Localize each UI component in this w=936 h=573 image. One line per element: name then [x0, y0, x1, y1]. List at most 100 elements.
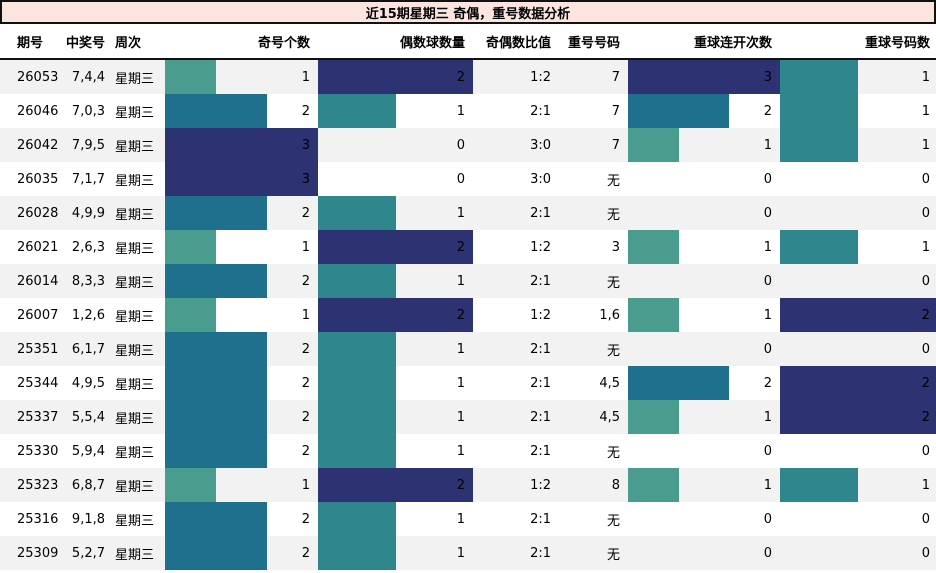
repeat-count-cell-bar: [780, 366, 936, 400]
repeat-count-cell-bar: [780, 60, 858, 94]
repeat-count-cell: 0: [780, 332, 936, 366]
col-header-repeat-numbers: 重号号码: [567, 35, 620, 51]
repeat-streak-cell-value: 1: [763, 409, 772, 425]
winning-numbers-cell: 7,9,5: [71, 137, 105, 153]
weekday-cell: 星期三: [115, 343, 155, 359]
weekday-cell: 星期三: [115, 275, 155, 291]
odd-count-cell-bar: [165, 60, 216, 94]
repeat-streak-cell: 0: [628, 162, 780, 196]
repeat-numbers-cell: 无: [606, 513, 620, 529]
even-count-cell: 2: [318, 468, 473, 502]
even-count-cell-bar: [318, 400, 396, 434]
repeat-count-cell: 2: [780, 298, 936, 332]
even-count-cell-bar: [318, 502, 396, 536]
odd-count-cell-bar: [165, 298, 216, 332]
repeat-count-cell: 1: [780, 60, 936, 94]
odd-count-cell-value: 2: [301, 375, 310, 391]
repeat-streak-cell-value: 2: [763, 375, 772, 391]
period-cell: 25309: [17, 545, 59, 561]
even-count-cell-value: 2: [456, 477, 465, 493]
odd-count-cell-value: 1: [301, 307, 310, 323]
table-row: 26053 7,4,4 星期三 1 2 1:2 7 3 1: [0, 60, 936, 94]
even-count-cell-bar: [318, 196, 396, 230]
weekday-cell: 星期三: [115, 411, 155, 427]
weekday-cell: 星期三: [115, 547, 155, 563]
repeat-count-cell: 2: [780, 366, 936, 400]
repeat-count-cell-value: 0: [921, 511, 930, 527]
winning-numbers-cell: 7,1,7: [71, 171, 105, 187]
weekday-cell: 星期三: [115, 71, 155, 87]
page-title: 近15期星期三 奇偶，重号数据分析: [365, 6, 571, 22]
even-count-cell-value: 1: [456, 443, 465, 459]
even-count-cell-bar: [318, 536, 396, 570]
repeat-streak-cell: 0: [628, 264, 780, 298]
table-row: 26035 7,1,7 星期三 3 0 3:0 无 0 0: [0, 162, 936, 196]
repeat-streak-cell-value: 0: [763, 205, 772, 221]
repeat-streak-cell-value: 0: [763, 171, 772, 187]
odd-even-ratio-cell: 2:1: [530, 375, 551, 391]
period-cell: 25330: [17, 443, 59, 459]
odd-count-cell-value: 2: [301, 409, 310, 425]
odd-count-cell-value: 2: [301, 205, 310, 221]
even-count-cell-value: 1: [456, 103, 465, 119]
period-cell: 26046: [17, 103, 59, 119]
col-header-weekday: 周次: [115, 35, 142, 51]
repeat-count-cell-bar: [780, 94, 858, 128]
odd-even-ratio-cell: 2:1: [530, 443, 551, 459]
repeat-count-cell-value: 1: [921, 103, 930, 119]
odd-count-cell-value: 3: [301, 137, 310, 153]
weekday-cell: 星期三: [115, 377, 155, 393]
repeat-count-cell-value: 1: [921, 69, 930, 85]
weekday-cell: 星期三: [115, 207, 155, 223]
table-body: 26053 7,4,4 星期三 1 2 1:2 7 3 1 26046 7,0,3 星期三 2 1 2:1 7…: [0, 60, 936, 570]
col-header-repeat-count: 重球号码数: [864, 35, 930, 51]
odd-count-cell-bar: [165, 468, 216, 502]
repeat-count-cell-value: 2: [921, 307, 930, 323]
table-row: 25323 6,8,7 星期三 1 2 1:2 8 1 1: [0, 468, 936, 502]
odd-count-cell: 2: [165, 502, 318, 536]
repeat-count-cell-value: 0: [921, 341, 930, 357]
even-count-cell: 1: [318, 332, 473, 366]
even-count-cell: 1: [318, 434, 473, 468]
odd-even-ratio-cell: 3:0: [530, 137, 551, 153]
odd-count-cell-value: 1: [301, 477, 310, 493]
even-count-cell: 1: [318, 502, 473, 536]
even-count-cell: 1: [318, 94, 473, 128]
odd-count-cell: 2: [165, 196, 318, 230]
repeat-numbers-cell: 1,6: [599, 307, 620, 323]
even-count-cell-bar: [318, 298, 473, 332]
repeat-streak-cell: 1: [628, 230, 780, 264]
header-row: 期号 中奖号 周次 奇号个数 偶数球数量 奇偶数比值 重号号码 重球连开次数 重…: [0, 24, 936, 60]
repeat-count-cell: 0: [780, 502, 936, 536]
repeat-numbers-cell: 7: [611, 103, 620, 119]
even-count-cell-value: 1: [456, 511, 465, 527]
odd-count-cell-bar: [165, 502, 267, 536]
odd-count-cell: 1: [165, 468, 318, 502]
weekday-cell: 星期三: [115, 309, 155, 325]
table-row: 25351 6,1,7 星期三 2 1 2:1 无 0 0: [0, 332, 936, 366]
winning-numbers-cell: 2,6,3: [71, 239, 105, 255]
period-cell: 26053: [17, 69, 59, 85]
repeat-numbers-cell: 8: [611, 477, 620, 493]
repeat-count-cell: 0: [780, 536, 936, 570]
odd-count-cell-value: 2: [301, 511, 310, 527]
even-count-cell-value: 1: [456, 375, 465, 391]
repeat-streak-cell: 2: [628, 94, 780, 128]
odd-count-cell-bar: [165, 128, 318, 162]
winning-numbers-cell: 5,9,4: [71, 443, 105, 459]
odd-count-cell: 2: [165, 434, 318, 468]
repeat-streak-cell: 0: [628, 196, 780, 230]
even-count-cell-value: 1: [456, 545, 465, 561]
odd-even-ratio-cell: 2:1: [530, 511, 551, 527]
repeat-numbers-cell: 无: [606, 445, 620, 461]
even-count-cell: 1: [318, 196, 473, 230]
odd-even-ratio-cell: 2:1: [530, 409, 551, 425]
table-row: 25330 5,9,4 星期三 2 1 2:1 无 0 0: [0, 434, 936, 468]
repeat-streak-cell: 0: [628, 536, 780, 570]
even-count-cell-bar: [318, 366, 396, 400]
odd-count-cell: 2: [165, 366, 318, 400]
winning-numbers-cell: 4,9,9: [71, 205, 105, 221]
odd-count-cell-bar: [165, 94, 267, 128]
repeat-count-cell-value: 2: [921, 409, 930, 425]
odd-even-ratio-cell: 2:1: [530, 341, 551, 357]
